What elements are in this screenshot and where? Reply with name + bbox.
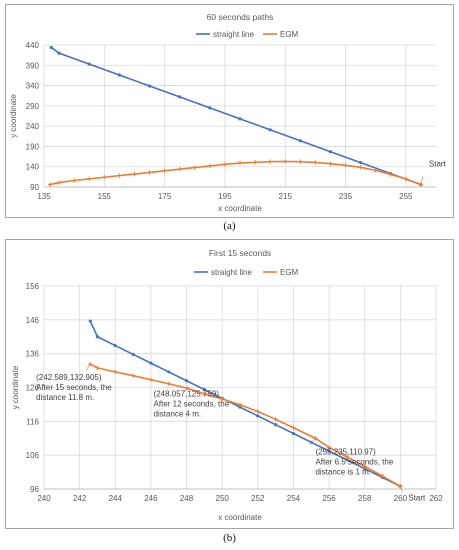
y-axis-label: y coordinate (11, 365, 20, 409)
data-point-straight-line (269, 128, 272, 131)
y-tick-label: 190 (26, 142, 40, 151)
chart-title: 60 seconds paths (207, 12, 274, 22)
x-tick-label: 242 (73, 494, 87, 503)
annotation-text: distance is 1 m. (315, 467, 371, 476)
annotation-text: distance 4 m. (154, 409, 202, 418)
x-tick-label: 215 (279, 192, 293, 201)
annotation: (255.235,110.97)After 6.5 seconds, thedi… (309, 438, 393, 476)
x-tick-label: 135 (37, 192, 51, 201)
x-tick-label: 244 (109, 494, 123, 503)
annotation: (248.057,125.759)After 12 seconds, thedi… (154, 388, 230, 418)
annotation-text: distance 11.8 m. (36, 393, 94, 402)
data-point-straight-line (208, 106, 211, 109)
data-point-straight-line (96, 335, 99, 338)
data-point-straight-line (256, 414, 259, 417)
data-point-straight-line (149, 362, 152, 365)
legend-label: straight line (213, 30, 254, 39)
legend-label: straight line (211, 268, 252, 277)
data-point-straight-line (88, 62, 91, 65)
annotation-text: After 12 seconds, the (154, 399, 230, 408)
y-tick-label: 156 (26, 282, 40, 291)
y-tick-label: 90 (30, 183, 39, 192)
annotation-text: (255.235,110.97) (315, 447, 376, 456)
chart-title: First 15 seconds (209, 248, 271, 258)
data-point-straight-line (299, 139, 302, 142)
x-axis-label: x coordinate (218, 204, 262, 213)
annotation-leader (86, 364, 90, 370)
x-tick-label: 252 (251, 494, 265, 503)
caption-b: (b) (0, 532, 459, 544)
y-tick-label: 340 (26, 82, 40, 91)
y-axis-label: y coordinate (9, 94, 18, 138)
x-tick-label: 258 (358, 494, 372, 503)
annotation-text: After 15 seconds, the (36, 383, 112, 392)
y-tick-label: 116 (26, 417, 39, 426)
annotation-text: (242.589,132.905) (36, 373, 102, 382)
data-point-straight-line (89, 320, 92, 323)
x-tick-label: 240 (37, 494, 51, 503)
legend-label: EGM (280, 268, 299, 277)
data-point-straight-line (131, 353, 134, 356)
caption-a: (a) (0, 220, 459, 232)
data-point-straight-line (57, 52, 60, 55)
y-tick-label: 146 (26, 316, 40, 325)
annotation: Start (421, 160, 447, 185)
y-tick-label: 136 (26, 350, 40, 359)
x-tick-label: 175 (158, 192, 172, 201)
x-tick-label: 235 (339, 192, 353, 201)
data-point-straight-line (167, 370, 170, 373)
data-point-straight-line (50, 46, 53, 49)
data-point-straight-line (359, 161, 362, 164)
y-tick-label: 96 (30, 485, 39, 494)
data-point-straight-line (329, 150, 332, 153)
annotation-text: After 6.5 seconds, the (315, 457, 393, 466)
y-tick-label: 240 (26, 122, 40, 131)
data-point-straight-line (118, 73, 121, 76)
data-point-straight-line (148, 84, 151, 87)
annotation-text: (248.057,125.759) (154, 389, 220, 398)
x-tick-label: 248 (180, 494, 194, 503)
x-tick-label: 255 (399, 192, 413, 201)
data-point-straight-line (292, 432, 295, 435)
chart-panel-a: 90 140 190 240 290 340 390 440 135 155 175 195 215 23… (5, 4, 454, 218)
y-tick-label: 106 (26, 451, 40, 460)
y-tick-label: 440 (26, 41, 40, 50)
y-tick-label: 390 (26, 61, 40, 70)
x-tick-label: 254 (287, 494, 301, 503)
data-point-straight-line (178, 95, 181, 98)
x-tick-label: 155 (98, 192, 112, 201)
x-tick-label: 262 (429, 494, 443, 503)
data-point-straight-line (114, 344, 117, 347)
annotation-text: Start (429, 160, 447, 169)
x-axis-label: x coordinate (218, 513, 262, 522)
data-point-straight-line (238, 117, 241, 120)
x-tick-label: 195 (218, 192, 232, 201)
data-point-straight-line (185, 379, 188, 382)
x-tick-label: 256 (322, 494, 336, 503)
x-tick-label: 246 (144, 494, 158, 503)
y-tick-label: 290 (26, 102, 40, 111)
chart-panel-b: 96 106 116 126 136 146 156 240 242 244 246 248 250 25… (5, 239, 454, 529)
annotation: (242.589,132.905)After 15 seconds, thedi… (36, 364, 112, 402)
data-point-straight-line (274, 423, 277, 426)
y-tick-label: 140 (26, 163, 40, 172)
x-tick-label: 260 (394, 494, 408, 503)
legend-label: EGM (280, 30, 299, 39)
chart-a: 90 140 190 240 290 340 390 440 135 155 175 195 215 23… (6, 5, 453, 217)
annotation-text: Start (408, 493, 426, 502)
x-tick-label: 250 (216, 494, 230, 503)
